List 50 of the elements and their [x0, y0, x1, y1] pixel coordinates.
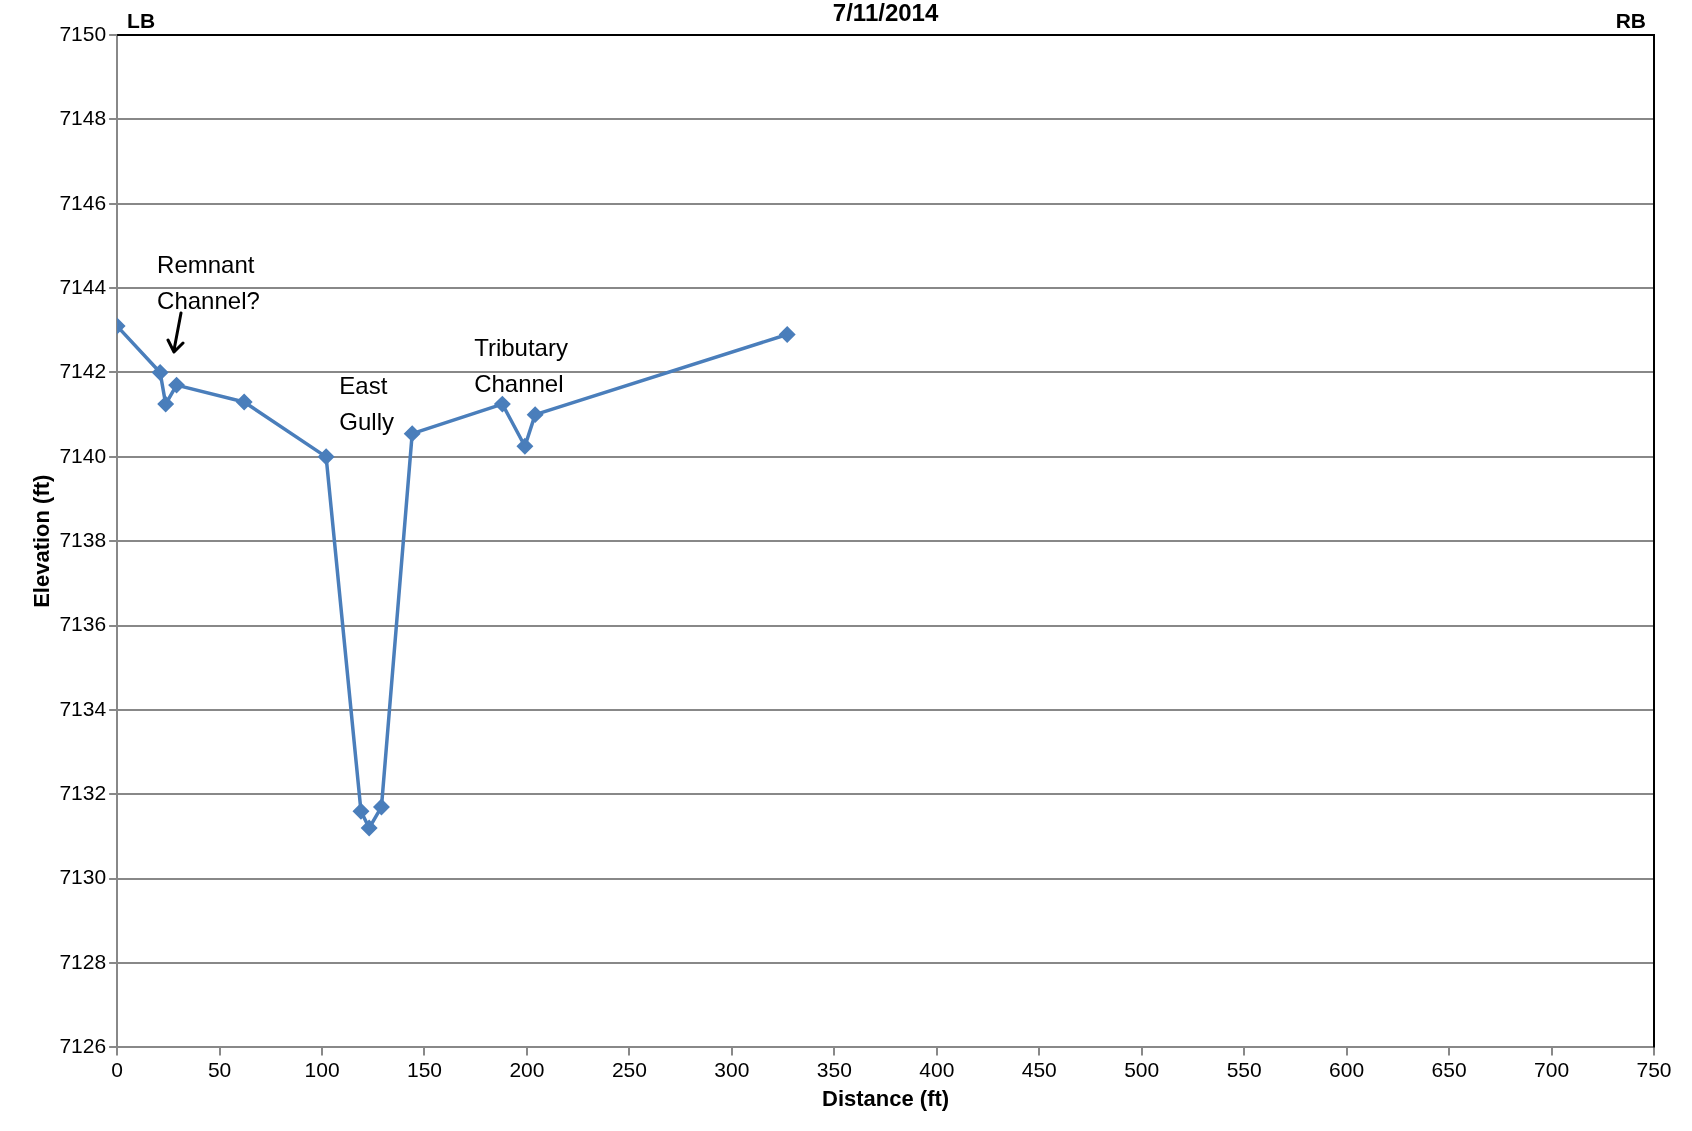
chart-title: 7/11/2014 — [832, 0, 939, 26]
point — [517, 438, 533, 455]
x-tick-label: 700 — [1534, 1057, 1570, 1081]
text: LB — [127, 9, 156, 33]
x-tick-label: 450 — [1021, 1057, 1057, 1081]
point — [527, 406, 543, 423]
point — [152, 364, 168, 381]
point — [361, 820, 377, 836]
x-tick-label: 550 — [1226, 1057, 1262, 1081]
x-axis-title: Distance (ft) — [822, 1085, 950, 1111]
y-tick-label: 7138 — [59, 528, 107, 551]
point — [404, 425, 420, 442]
y-tick-label: 7126 — [59, 1034, 107, 1058]
x-tick-label: 200 — [509, 1057, 545, 1081]
x-tick-label: 100 — [304, 1057, 340, 1081]
x-tick-label: 250 — [611, 1057, 647, 1081]
point — [373, 799, 390, 815]
y-tick-label: 7134 — [59, 696, 107, 720]
y-axis-title: Elevation (ft) — [29, 474, 55, 608]
x-tick-label: 650 — [1431, 1057, 1467, 1081]
x-tick-label: 300 — [714, 1057, 750, 1081]
y-tick-label: 7128 — [59, 949, 107, 973]
x-tick-label: 500 — [1124, 1057, 1160, 1081]
point — [494, 396, 511, 412]
y-tick-label: 7130 — [59, 865, 107, 889]
x-tick-label: 750 — [1636, 1057, 1672, 1081]
x-tick-label: 0 — [111, 1057, 123, 1081]
annotation: East Gully — [339, 371, 395, 435]
annotation: Remnant Channel? — [157, 250, 260, 314]
y-tick-label: 7150 — [59, 21, 107, 45]
point — [157, 396, 174, 412]
point — [353, 803, 369, 819]
x-tick-label: 150 — [406, 1057, 443, 1081]
point — [236, 394, 252, 410]
annotation: Tributary Channel — [474, 333, 568, 397]
x-tick-label: 600 — [1329, 1057, 1365, 1081]
y-tick-label: 7140 — [59, 443, 107, 467]
point — [779, 326, 795, 343]
point — [168, 377, 185, 393]
y-tick-label: 7148 — [59, 106, 107, 130]
point — [318, 449, 334, 465]
y-tick-label: 7144 — [59, 274, 107, 298]
y-tick-label: 7132 — [59, 781, 107, 805]
x-tick-label: 50 — [207, 1057, 232, 1081]
text: RB — [1615, 9, 1646, 33]
y-tick-label: 7142 — [59, 359, 107, 383]
x-tick-label: 350 — [816, 1057, 852, 1081]
x-tick-label: 400 — [919, 1057, 955, 1081]
y-tick-label: 7136 — [59, 612, 107, 636]
y-tick-label: 7146 — [59, 190, 107, 214]
